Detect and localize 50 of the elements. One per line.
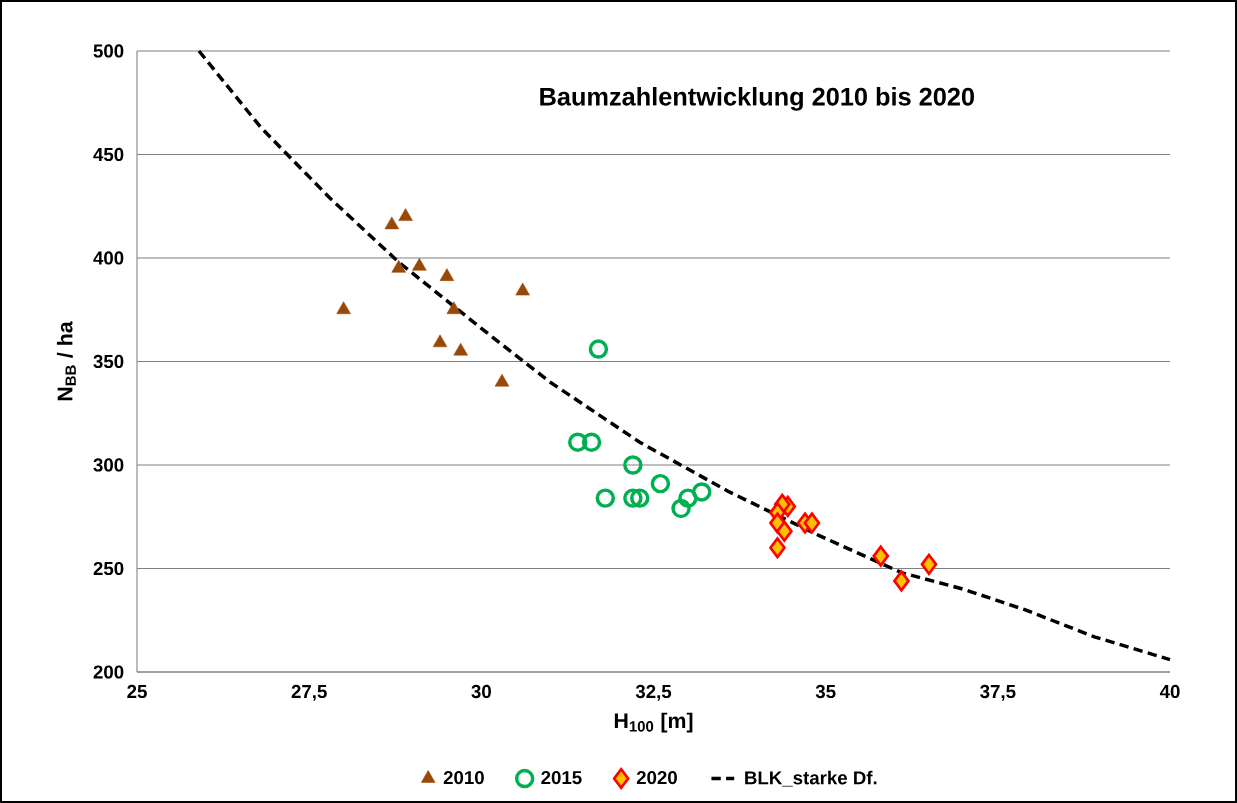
point (678, 488, 698, 508)
y-tick-label: 250 (93, 561, 124, 576)
point (650, 473, 671, 494)
point (671, 498, 691, 519)
y-tick-label: 400 (93, 251, 124, 265)
y-tick-label: 450 (93, 147, 124, 162)
y-axis-title: N$_{BB}$ / ha (56, 321, 76, 401)
point (398, 208, 413, 221)
point (691, 482, 712, 502)
legend-label: BLK_starke Df. (745, 770, 877, 787)
point (588, 339, 609, 359)
y-tick-label: 500 (93, 44, 124, 58)
y-tick-label: 350 (93, 354, 124, 369)
point (630, 488, 650, 508)
legend-label: 2020 (636, 770, 677, 785)
point (776, 520, 793, 542)
point (432, 334, 448, 348)
point (391, 260, 406, 273)
point (623, 455, 643, 475)
legend-label: 2010 (443, 770, 484, 785)
point (439, 268, 455, 281)
point (412, 258, 427, 271)
line-series (197, 49, 1172, 662)
point (568, 432, 588, 452)
x-tick-label: 27,5 (291, 684, 327, 701)
x-axis-title: H$_{100}$ [m] (614, 712, 693, 733)
point (336, 301, 351, 315)
x-tick-label: 25 (127, 684, 147, 699)
point (872, 545, 890, 567)
x-tick-label: 40 (1159, 684, 1180, 699)
point (803, 512, 821, 534)
point (581, 432, 602, 452)
x-tick-label: 37,5 (980, 684, 1016, 701)
x-tick-label: 32,5 (635, 684, 672, 701)
point (920, 553, 938, 576)
legend-label: 2015 (541, 770, 582, 785)
point (446, 301, 461, 315)
point (494, 373, 510, 387)
point (453, 342, 468, 356)
point (515, 282, 530, 296)
point (595, 488, 616, 508)
point (769, 537, 786, 559)
point (384, 216, 400, 230)
y-tick-label: 200 (93, 665, 124, 679)
point (893, 570, 910, 592)
x-tick-label: 30 (471, 684, 491, 699)
text: Baumzahlentwicklung 2010 bis 2020 (540, 87, 974, 111)
point (623, 488, 643, 508)
x-tick-label: 35 (815, 684, 836, 699)
y-tick-label: 300 (93, 458, 124, 472)
